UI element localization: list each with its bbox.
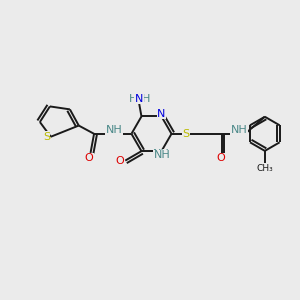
Text: S: S [182, 129, 189, 139]
Text: NH: NH [154, 150, 170, 160]
Text: S: S [43, 132, 50, 142]
Text: O: O [85, 153, 93, 163]
Text: N: N [135, 94, 143, 104]
Text: NH: NH [230, 125, 247, 135]
Text: NH: NH [106, 125, 122, 135]
Text: NH: NH [153, 149, 170, 159]
Text: CH₃: CH₃ [256, 164, 273, 173]
Text: N: N [157, 109, 166, 118]
Text: H: H [128, 94, 137, 104]
Text: O: O [116, 156, 124, 166]
Text: O: O [217, 153, 225, 163]
Text: H: H [141, 94, 150, 104]
